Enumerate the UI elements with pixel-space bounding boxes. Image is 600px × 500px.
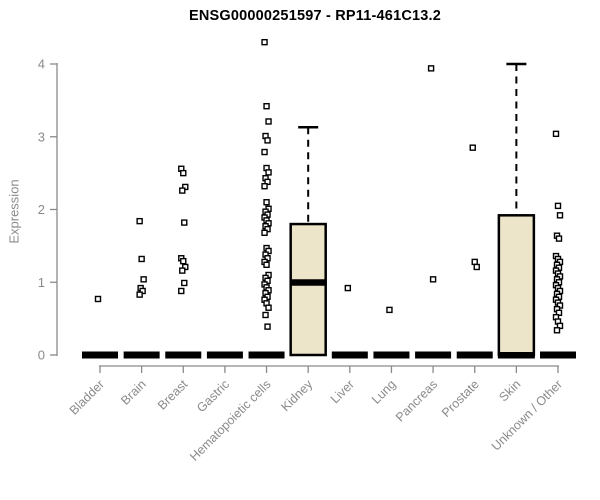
zero-bar-prostate [456, 351, 493, 359]
y-tick-label: 1 [38, 275, 45, 290]
outlier-point-hematopoietic-cells [263, 102, 270, 110]
outlier-point-brain [140, 276, 147, 283]
x-tick-label-prostate: Prostate [439, 377, 482, 420]
zero-bar-lung [373, 351, 410, 359]
outlier-point-hematopoietic-cells [265, 304, 272, 311]
x-tick-label-pancreas: Pancreas [393, 377, 440, 424]
x-tick-label-kidney: Kidney [278, 377, 315, 414]
y-tick-label: 3 [38, 129, 45, 144]
zero-bar-hematopoietic-cells [248, 351, 285, 359]
x-tick-label-bladder: Bladder [67, 377, 107, 417]
zero-bar-liver [331, 351, 368, 359]
box-skin [497, 214, 536, 357]
outlier-point-hematopoietic-cells [261, 148, 268, 156]
x-tick-label-liver: Liver [328, 377, 357, 406]
outlier-point-hematopoietic-cells [263, 261, 270, 268]
outlier-point-breast [181, 279, 188, 287]
outlier-point-liver [344, 284, 352, 292]
outlier-point-hematopoietic-cells [262, 311, 269, 319]
x-tick-label-skin: Skin [496, 377, 523, 404]
outlier-point-hematopoietic-cells [261, 183, 268, 190]
zero-bar-brain [123, 351, 160, 359]
median-skin [497, 352, 535, 359]
y-tick-label: 4 [38, 57, 45, 72]
box-kidney [289, 222, 327, 357]
outlier-point-brain [138, 255, 145, 263]
median-kidney [289, 279, 327, 286]
outlier-point-breast [179, 187, 186, 194]
outlier-point-prostate [473, 263, 480, 271]
outlier-point-lung [386, 306, 393, 314]
outlier-point-hematopoietic-cells [265, 118, 272, 125]
x-tick-label-brain: Brain [118, 377, 149, 408]
outlier-point-hematopoietic-cells [264, 323, 271, 330]
outlier-point-hematopoietic-cells [261, 38, 268, 46]
outlier-point-unknown-other [554, 202, 562, 210]
outlier-point-unknown-other [555, 235, 563, 242]
outlier-point-breast [178, 287, 185, 295]
x-tick-label-unknown-other: Unknown / Other [489, 377, 565, 453]
zero-bar-pancreas [415, 351, 452, 359]
outlier-point-breast [180, 169, 187, 177]
outlier-point-hematopoietic-cells [265, 169, 272, 176]
outlier-point-brain [136, 217, 143, 225]
outlier-point-unknown-other [553, 327, 561, 334]
x-tick-label-breast: Breast [155, 377, 191, 413]
zero-bar-gastric [206, 351, 243, 359]
outlier-point-breast [180, 257, 187, 265]
outlier-point-brain [136, 291, 143, 298]
outlier-point-hematopoietic-cells [263, 199, 270, 206]
x-tick-label-hematopoietic-cells: Hematopoietic cells [187, 377, 274, 464]
outlier-point-unknown-other [552, 130, 560, 138]
zero-bar-unknown-other [540, 351, 576, 359]
outlier-point-breast [179, 267, 186, 274]
outlier-point-pancreas [429, 276, 437, 283]
x-tick-label-lung: Lung [369, 377, 399, 407]
outlier-point-hematopoietic-cells [261, 229, 268, 236]
zero-bar-breast [165, 351, 202, 359]
outlier-point-breast [181, 219, 188, 226]
outlier-point-bladder [94, 295, 102, 303]
outlier-point-prostate [471, 258, 478, 266]
y-tick-label: 2 [38, 202, 45, 217]
chart-title: ENSG00000251597 - RP11-461C13.2 [188, 8, 442, 24]
outlier-point-unknown-other [556, 212, 564, 219]
zero-bar-bladder [82, 351, 118, 359]
x-tick-label-gastric: Gastric [194, 377, 232, 415]
outlier-point-prostate [469, 144, 476, 151]
outlier-point-pancreas [427, 65, 435, 72]
y-tick-label: 0 [38, 348, 45, 363]
outlier-point-hematopoietic-cells [264, 137, 271, 144]
